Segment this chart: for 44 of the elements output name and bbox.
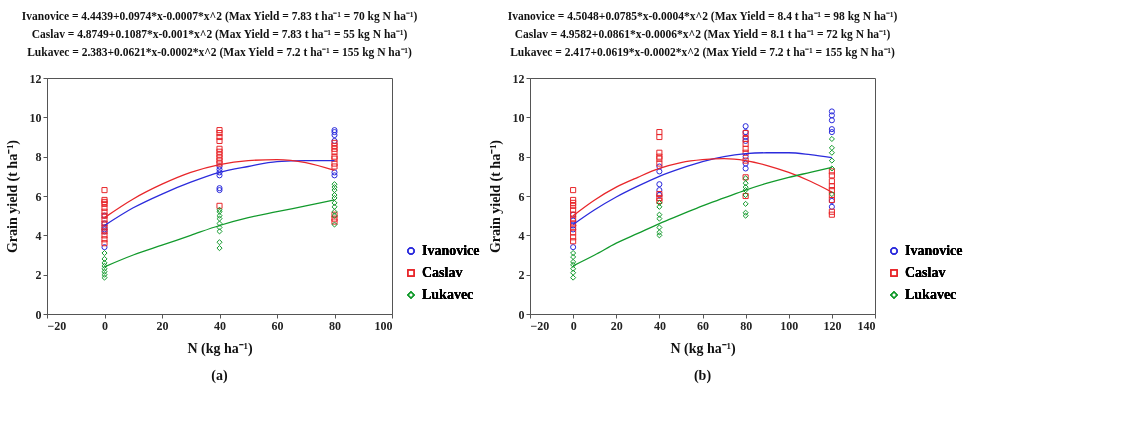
x-tick-label: 60 <box>271 318 284 333</box>
y-tick-label: 12 <box>29 71 42 86</box>
legend-label: Lukavec <box>905 287 957 302</box>
legend-label: Caslav <box>422 265 463 280</box>
legend-label: Caslav <box>905 265 946 280</box>
y-tick-label: 0 <box>518 307 525 322</box>
x-tick-label: 100 <box>780 318 799 333</box>
y-tick-label: 10 <box>512 110 525 125</box>
y-tick-label: 6 <box>518 189 525 204</box>
y-tick-label: 6 <box>35 189 42 204</box>
x-tick-label: −20 <box>47 318 67 333</box>
x-tick-label: 80 <box>329 318 341 333</box>
y-tick-label: 8 <box>35 150 42 165</box>
y-tick-label: 0 <box>35 307 42 322</box>
x-tick-label: 0 <box>102 318 108 333</box>
y-tick-label: 2 <box>35 268 42 283</box>
y-tick-label: 4 <box>35 228 42 243</box>
x-tick-label: −20 <box>530 318 550 333</box>
y-tick-label: 10 <box>29 110 42 125</box>
x-tick-label: 100 <box>374 318 393 333</box>
y-axis-title: Grain yield (t ha⁻¹) <box>4 139 21 254</box>
x-tick-label: 120 <box>823 318 842 333</box>
y-tick-label: 8 <box>518 150 525 165</box>
text: (a) <box>211 368 228 384</box>
x-tick-label: 20 <box>156 318 169 333</box>
x-axis-title: N (kg ha⁻¹) <box>187 340 253 357</box>
x-tick-label: 80 <box>740 318 753 333</box>
y-tick-label: 2 <box>518 268 525 283</box>
x-tick-label: 40 <box>214 318 226 333</box>
y-axis-title: Grain yield (t ha⁻¹) <box>487 139 504 254</box>
x-tick-label: 140 <box>857 318 876 333</box>
y-tick-label: 4 <box>518 228 525 243</box>
legend-label: Lukavec <box>422 287 474 302</box>
y-tick-label: 12 <box>512 71 525 86</box>
x-tick-label: 20 <box>610 318 623 333</box>
x-tick-label: 60 <box>697 318 709 333</box>
x-tick-label: 40 <box>653 318 666 333</box>
chart-title: Ivanovice = 4.4439+0.0974*x-0.0007*x^2 (Max Yield = 7.83 t ha⁻¹ = 70 kg N ha⁻¹) Caslav = 4.8749+0.1087*x-0.001*x^2 (Max Yield = 7.83 t ha⁻¹ = 55 kg N ha⁻¹) Lukavec = 2.383+0.0621*x-0.0002*x^2 (Max Yield = 7.2 t ha⁻¹ = 155 kg N ha⁻¹) <box>21 9 418 59</box>
legend-label: Ivanovice <box>905 243 963 258</box>
text: (b) <box>693 368 712 384</box>
chart-title: Ivanovice = 4.5048+0.0785*x-0.0004*x^2 (Max Yield = 8.4 t ha⁻¹ = 98 kg N ha⁻¹) Caslav = 4.9582+0.0861*x-0.0006*x^2 (Max Yield = 8.1 t ha⁻¹ = 72 kg N ha⁻¹) Lukavec = 2.417+0.0619*x-0.0002*x^2 (Max Yield = 7.2 t ha⁻¹ = 155 kg N ha⁻¹) <box>507 9 898 59</box>
x-tick-label: 0 <box>570 318 577 333</box>
x-axis-title: N (kg ha⁻¹) <box>670 340 736 357</box>
legend-label: Ivanovice <box>422 243 480 258</box>
